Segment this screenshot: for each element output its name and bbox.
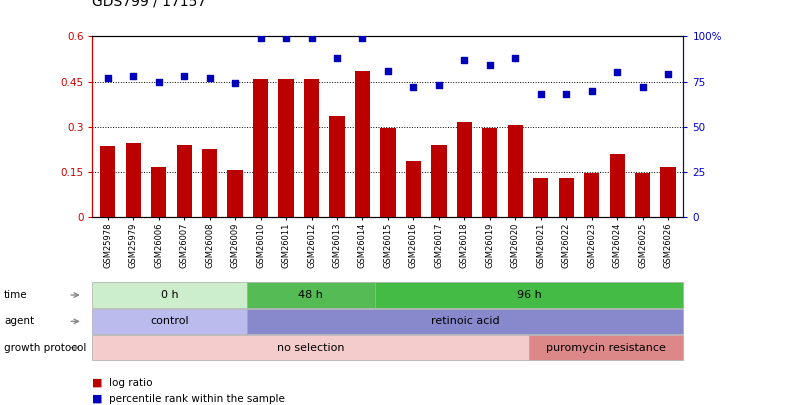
Bar [609,153,624,217]
Bar [659,167,675,217]
Point [661,71,674,77]
Text: control: control [150,316,189,326]
Point [304,35,317,41]
Point [254,35,267,41]
Point [508,55,521,61]
Bar [151,167,166,217]
Text: 96 h: 96 h [516,290,541,300]
Bar [329,116,344,217]
Bar [482,128,497,217]
Bar [456,122,471,217]
Bar [558,178,573,217]
Point [432,82,445,88]
Bar [100,146,116,217]
Bar [304,79,319,217]
Point [279,35,292,41]
Text: GDS799 / 17157: GDS799 / 17157 [92,0,206,8]
Text: puromycin resistance: puromycin resistance [546,343,666,353]
Bar [227,170,243,217]
Bar [380,128,395,217]
Point [559,91,572,97]
Text: growth protocol: growth protocol [4,343,86,353]
Point [458,57,471,63]
Point [635,84,648,90]
Text: 0 h: 0 h [161,290,178,300]
Point [610,69,623,76]
Bar [354,71,369,217]
Point [381,68,393,74]
Bar [278,79,293,217]
Bar [253,79,268,217]
Text: time: time [4,290,27,300]
Point [330,55,343,61]
Bar [430,145,446,217]
Point [177,73,190,79]
Bar [177,145,192,217]
Bar [583,173,598,217]
Text: 48 h: 48 h [298,290,323,300]
Text: percentile rank within the sample: percentile rank within the sample [108,394,284,404]
Point [203,75,216,81]
Bar [634,173,650,217]
Text: ■: ■ [92,394,103,404]
Text: log ratio: log ratio [108,378,152,388]
Point [534,91,547,97]
Point [483,62,495,68]
Bar [406,161,421,217]
Text: no selection: no selection [277,343,344,353]
Bar [507,125,522,217]
Point [585,87,597,94]
Text: retinoic acid: retinoic acid [430,316,499,326]
Text: ■: ■ [92,378,103,388]
Point [101,75,114,81]
Text: agent: agent [4,316,34,326]
Bar [532,178,548,217]
Point [152,78,165,85]
Point [406,84,419,90]
Bar [125,143,141,217]
Point [356,35,369,41]
Bar [202,149,217,217]
Point [127,73,140,79]
Point [228,80,241,87]
